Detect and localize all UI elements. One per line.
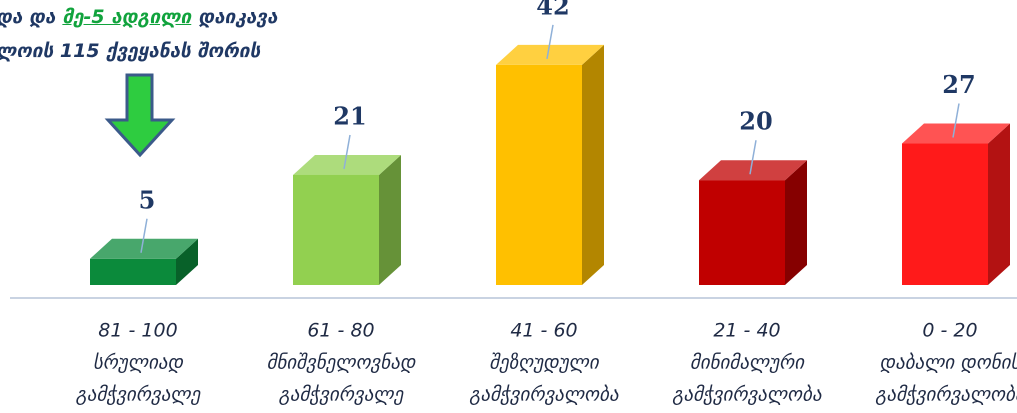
- x-tick-label: 41 - 60: [510, 320, 577, 342]
- bar-top: [90, 238, 198, 259]
- x-tick-label: სრულიად: [93, 352, 185, 374]
- value-label: 27: [942, 70, 975, 99]
- annotation-text: დაიკავა: [198, 6, 278, 28]
- bar: [90, 238, 198, 285]
- bar-front: [90, 258, 176, 285]
- value-label: 5: [139, 185, 156, 214]
- x-tick-label: გამჭვირვალე: [279, 384, 405, 406]
- bar-side: [988, 123, 1010, 286]
- bar: [902, 123, 1010, 286]
- leader-line: [343, 134, 351, 170]
- annotation-line: ლოის 115 ქვეყანას შორის: [0, 40, 261, 62]
- bar-top: [902, 123, 1010, 144]
- value-label: 42: [536, 0, 569, 20]
- bar-front: [699, 180, 785, 285]
- bar-front: [293, 174, 379, 285]
- annotation-highlight: მე-5 ადგილი: [62, 6, 192, 28]
- leader-line: [140, 218, 148, 253]
- x-tick-label: გამჭვირვალობა: [469, 384, 619, 406]
- x-tick-label: გამჭვირვალობა: [875, 384, 1017, 406]
- bar-top: [699, 160, 807, 181]
- x-tick-label: დაბალი დონის: [880, 352, 1017, 374]
- bar-side: [785, 160, 807, 285]
- x-tick-label: 0 - 20: [922, 320, 977, 342]
- bar: [293, 154, 401, 285]
- x-tick-label: გამჭვირვალე: [76, 384, 202, 406]
- bar-front: [902, 143, 988, 285]
- x-tick-label: მინიმალური: [690, 352, 805, 374]
- leader-line: [546, 24, 554, 60]
- bar-front: [496, 64, 582, 285]
- bar: [699, 160, 807, 285]
- bar-top: [496, 44, 604, 65]
- x-tick-label: გამჭვირვალობა: [672, 384, 822, 406]
- annotation-text: და და: [0, 6, 56, 28]
- x-tick-label: 81 - 100: [98, 320, 177, 342]
- annotation-line: და და მე-5 ადგილი დაიკავა: [0, 0, 285, 34]
- bar-side: [379, 154, 401, 285]
- leader-line: [952, 103, 960, 138]
- x-tick-label: 21 - 40: [713, 320, 780, 342]
- bar: [496, 44, 604, 285]
- x-tick-label: შეზღუდული: [489, 352, 600, 374]
- bar-side: [176, 238, 198, 285]
- x-tick-label: 61 - 80: [307, 320, 374, 342]
- bar-side: [582, 44, 604, 285]
- value-label: 20: [739, 107, 772, 136]
- arrow: [104, 73, 176, 158]
- leader-line: [749, 140, 757, 175]
- value-label: 21: [333, 101, 366, 130]
- x-tick-label: მნიშვნელოვნად: [267, 352, 417, 374]
- annotation: და და მე-5 ადგილი დაიკავა ლოის 115 ქვეყანა…: [0, 0, 285, 68]
- bar-top: [293, 154, 401, 175]
